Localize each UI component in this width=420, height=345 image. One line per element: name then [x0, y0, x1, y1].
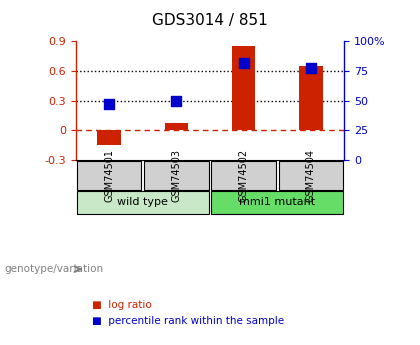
Point	[307, 65, 314, 71]
Text: GSM74504: GSM74504	[306, 149, 316, 201]
Bar	[299, 66, 323, 130]
Point	[106, 101, 113, 106]
FancyBboxPatch shape	[77, 191, 209, 214]
FancyBboxPatch shape	[278, 160, 343, 190]
Bar	[232, 46, 255, 130]
Text: genotype/variation: genotype/variation	[4, 264, 103, 274]
Text: mmi1 mutant: mmi1 mutant	[239, 197, 315, 207]
FancyBboxPatch shape	[211, 160, 276, 190]
Text: GSM74502: GSM74502	[239, 149, 249, 201]
FancyBboxPatch shape	[144, 160, 209, 190]
Bar	[165, 124, 188, 130]
Text: wild type: wild type	[117, 197, 168, 207]
Point	[173, 98, 180, 104]
Text: GSM74503: GSM74503	[171, 149, 181, 201]
Point	[240, 60, 247, 66]
Text: ■  percentile rank within the sample: ■ percentile rank within the sample	[92, 316, 284, 326]
Text: GDS3014 / 851: GDS3014 / 851	[152, 13, 268, 28]
FancyBboxPatch shape	[211, 191, 343, 214]
Text: ■  log ratio: ■ log ratio	[92, 300, 152, 310]
Text: GSM74501: GSM74501	[104, 149, 114, 201]
FancyBboxPatch shape	[77, 160, 142, 190]
Bar	[97, 130, 121, 145]
